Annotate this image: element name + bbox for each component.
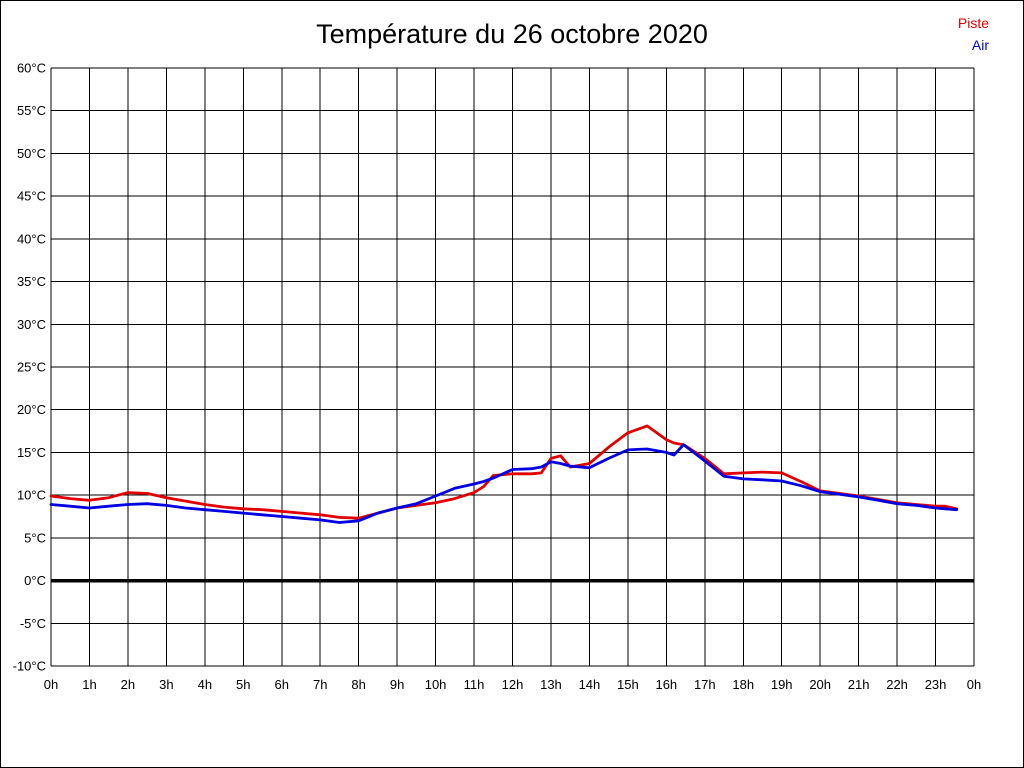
y-tick-label: 10°C (17, 488, 46, 503)
y-tick-label: 20°C (17, 402, 46, 417)
y-axis-labels: 60°C 55°C 50°C 45°C 40°C 35°C 30°C 25°C 20°C 15°C… (13, 61, 46, 674)
legend-label-piste: Piste (957, 15, 989, 31)
y-tick-label: 35°C (17, 274, 46, 289)
x-tick-label: 20h (809, 677, 831, 692)
x-tick-label: 7h (313, 677, 327, 692)
x-tick-label: 19h (771, 677, 793, 692)
x-tick-label: 5h (236, 677, 250, 692)
y-tick-label: 0°C (24, 573, 46, 588)
legend-item-piste: Piste (958, 12, 989, 34)
y-tick-label: 25°C (17, 360, 46, 375)
x-tick-label: 8h (351, 677, 365, 692)
x-tick-label: 13h (540, 677, 562, 692)
y-tick-label: -5°C (20, 616, 46, 631)
legend-label-air: Air (971, 37, 989, 53)
x-axis-labels: 0h 1h 2h 3h 4h 5h 6h 7h 8h 9h 10h 11h 12h 13h 14h 15h 16… (44, 677, 981, 692)
series-line-air (49, 443, 959, 524)
legend-item-air: Air (958, 34, 989, 56)
x-tick-label: 1h (82, 677, 96, 692)
chart-legend: Piste Air (958, 12, 989, 56)
x-tick-label: 2h (121, 677, 135, 692)
x-tick-label: 16h (655, 677, 677, 692)
grid (50, 67, 975, 667)
y-tick-label: 55°C (17, 103, 46, 118)
x-tick-label: 15h (617, 677, 639, 692)
y-tick-label: 40°C (17, 231, 46, 246)
x-tick-label: 10h (425, 677, 447, 692)
x-tick-label: 22h (886, 677, 908, 692)
y-tick-label: 50°C (17, 146, 46, 161)
x-tick-label: 9h (390, 677, 404, 692)
x-tick-label: 3h (159, 677, 173, 692)
y-tick-label: 60°C (17, 61, 46, 76)
x-tick-label: 0h (44, 677, 58, 692)
series-line-piste (49, 424, 959, 520)
x-tick-label: 11h (464, 677, 485, 692)
y-tick-label: 30°C (17, 317, 46, 332)
x-tick-label: 12h (502, 677, 524, 692)
chart-title: Température du 26 octobre 2020 (316, 19, 708, 49)
y-tick-label: -10°C (13, 659, 46, 674)
x-tick-label: 18h (732, 677, 754, 692)
x-tick-label: 0h (967, 677, 981, 692)
x-tick-label: 23h (925, 677, 947, 692)
x-tick-label: 21h (848, 677, 870, 692)
y-tick-label: 15°C (17, 445, 46, 460)
x-tick-label: 6h (275, 677, 289, 692)
y-tick-label: 45°C (17, 189, 46, 204)
x-tick-label: 17h (694, 677, 716, 692)
x-tick-label: 4h (198, 677, 212, 692)
y-tick-label: 5°C (24, 530, 46, 545)
x-tick-label: 14h (579, 677, 601, 692)
